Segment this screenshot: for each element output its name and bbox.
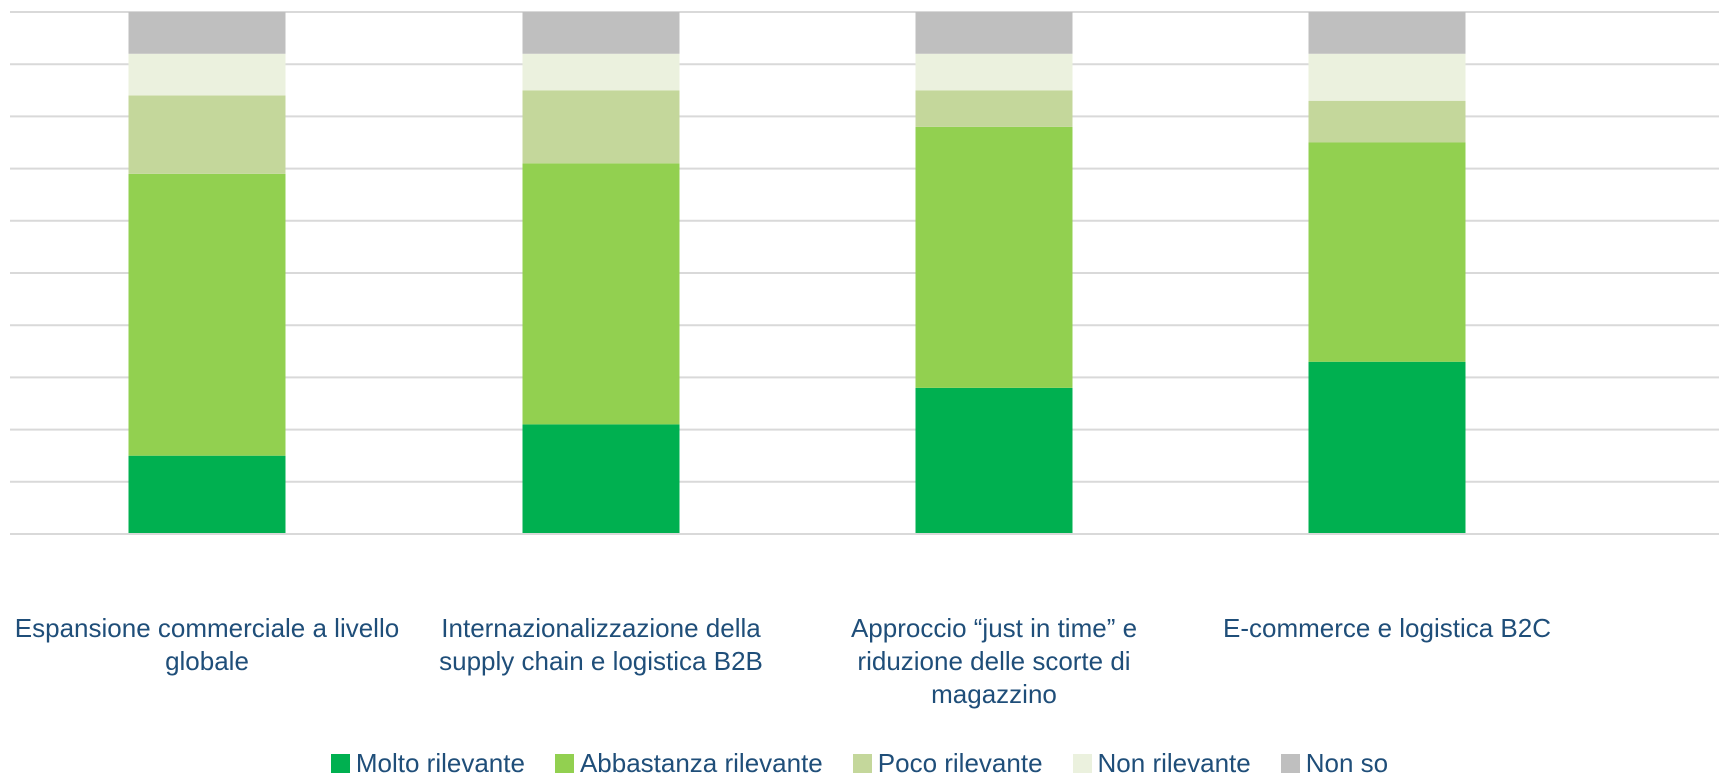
- bar-segment-cat4-series3: [1308, 100, 1466, 143]
- legend-swatch: [852, 753, 872, 773]
- bar-segment-cat1-series4: [128, 53, 286, 96]
- bar-series-group: [128, 12, 1466, 534]
- category-label-1: Espansione commerciale a livello globale: [14, 613, 400, 676]
- legend-item-non-so: Non so: [1280, 748, 1389, 778]
- bar-segment-cat2-series2: [522, 163, 680, 425]
- legend-swatch: [330, 753, 350, 773]
- legend-label: Molto rilevante: [355, 748, 525, 778]
- bar-segment-cat4-series4: [1308, 53, 1466, 101]
- legend-item-molto-rilevante: Molto rilevante: [330, 748, 525, 778]
- legend-label: Non rilevante: [1097, 748, 1251, 778]
- legend-label: Non so: [1305, 748, 1389, 778]
- legend-swatch: [1072, 753, 1092, 773]
- bar-segment-cat3-series5: [915, 12, 1073, 54]
- bar-segment-cat2-series5: [522, 12, 680, 54]
- bar-segment-cat1-series3: [128, 95, 286, 174]
- bar-segment-cat2-series3: [522, 90, 680, 164]
- legend-label: Poco rilevante: [877, 748, 1043, 778]
- legend-swatch: [1280, 753, 1300, 773]
- legend-item-abbastanza-rilevante: Abbastanza rilevante: [554, 748, 823, 778]
- bar-segment-cat3-series4: [915, 53, 1073, 91]
- legend: Molto rilevante Abbastanza rilevante Poc…: [0, 748, 1719, 778]
- bar-segment-cat1-series1: [128, 455, 286, 534]
- bar-segment-cat4-series2: [1308, 142, 1466, 362]
- bar-segment-cat3-series2: [915, 126, 1073, 388]
- bar-segment-cat3-series1: [915, 387, 1073, 534]
- bar-segment-cat4-series1: [1308, 361, 1466, 534]
- legend-label: Abbastanza rilevante: [579, 748, 823, 778]
- bar-segment-cat1-series5: [128, 12, 286, 54]
- legend-item-non-rilevante: Non rilevante: [1072, 748, 1251, 778]
- bar-segment-cat4-series5: [1308, 12, 1466, 54]
- legend-item-poco-rilevante: Poco rilevante: [852, 748, 1043, 778]
- bar-segment-cat1-series2: [128, 173, 286, 456]
- bar-segment-cat2-series1: [522, 424, 680, 534]
- category-label-4: E-commerce e logistica B2C: [1223, 613, 1551, 643]
- legend-swatch: [554, 753, 574, 773]
- category-label-2: Internazionalizzazione della supply chai…: [439, 613, 763, 676]
- bar-segment-cat2-series4: [522, 53, 680, 91]
- bar-segment-cat3-series3: [915, 90, 1073, 127]
- category-label-3: Approccio “just in time” e riduzione del…: [850, 613, 1138, 709]
